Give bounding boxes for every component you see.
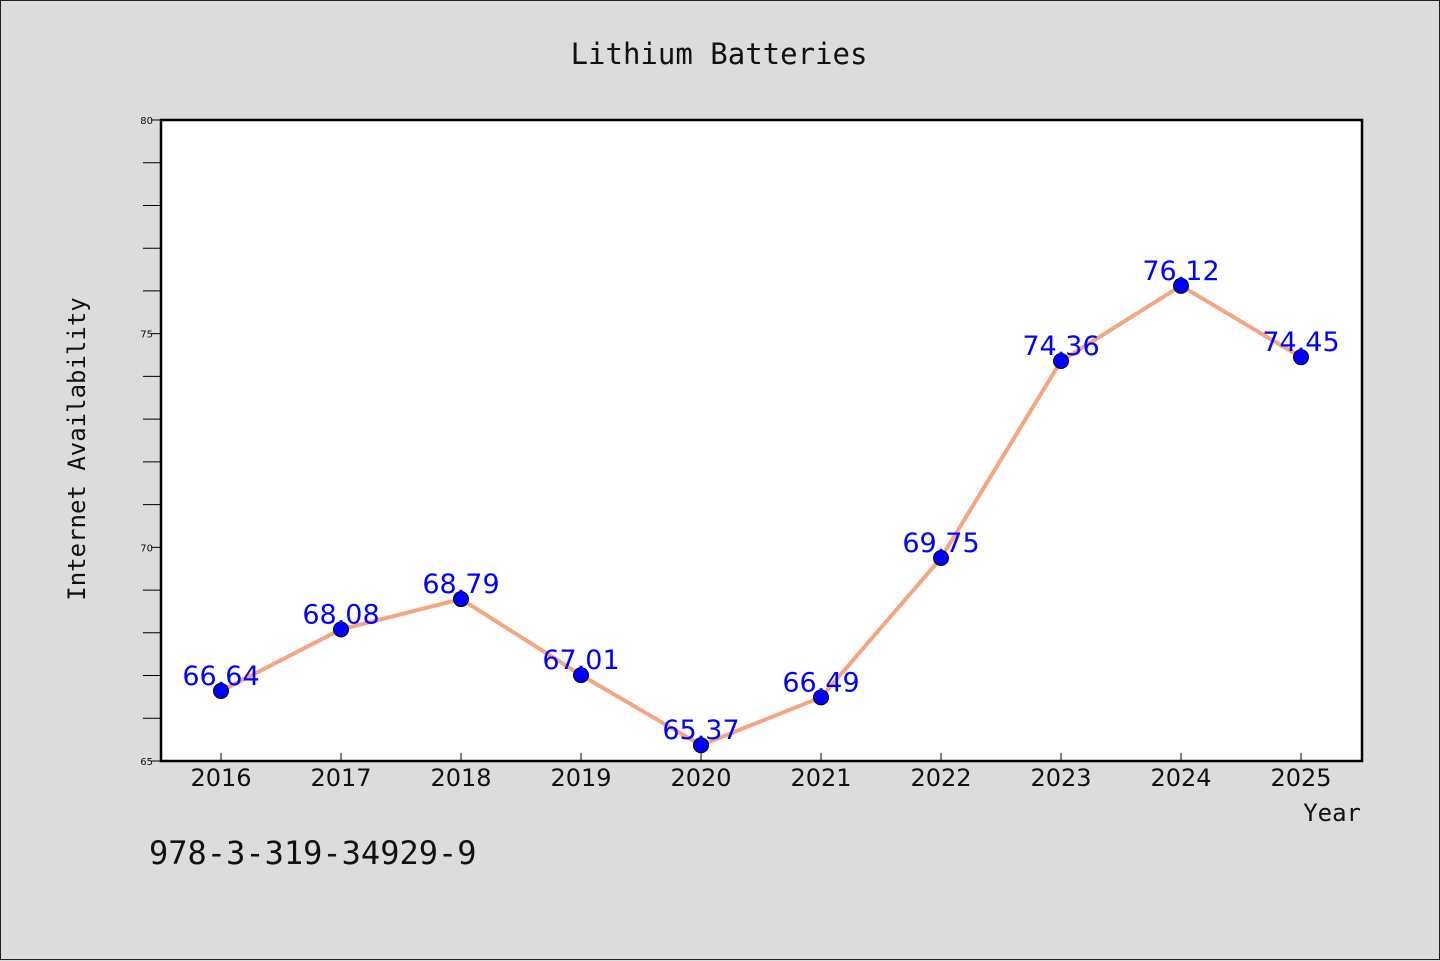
x-tick-label: 2020 [670, 764, 731, 792]
data-point [1053, 353, 1069, 370]
data-point [573, 667, 589, 684]
x-tick-label: 2021 [790, 764, 851, 792]
data-point [213, 682, 229, 699]
x-tick-label: 2017 [310, 764, 371, 792]
data-label: 69.75 [902, 528, 979, 559]
series-line [219, 283, 1303, 748]
x-tick-label: 2022 [910, 764, 971, 792]
isbn-footer: 978-3-319-34929-9 [149, 834, 477, 872]
x-tick-label: 2018 [430, 764, 491, 792]
data-label: 67.01 [542, 645, 619, 676]
data-label: 68.79 [422, 569, 499, 600]
data-point [333, 621, 349, 638]
data-point [933, 550, 949, 567]
data-point [1173, 277, 1189, 294]
data-label: 66.49 [782, 667, 859, 698]
data-point [813, 689, 829, 706]
data-point [453, 591, 469, 608]
y-axis: 65 70 75 80 [140, 116, 161, 768]
data-label: 66.64 [182, 661, 259, 692]
data-point [1293, 349, 1309, 366]
x-tick-label: 2016 [190, 764, 251, 792]
series-layer: 66.64 68.08 68.79 67.01 65.37 66.49 69.75 74.36… [182, 256, 1340, 754]
chart-title: Lithium Batteries [571, 37, 868, 71]
data-label: 74.45 [1262, 327, 1339, 358]
data-label: 74.36 [1022, 331, 1099, 362]
y-tick-label: 70 [140, 543, 153, 554]
plot-area [159, 118, 1364, 763]
x-tick-label: 2025 [1270, 764, 1331, 792]
data-label: 65.37 [662, 715, 739, 746]
x-tick-label: 2019 [550, 764, 611, 792]
y-tick-label: 65 [140, 757, 153, 768]
x-axis-label: Year [1303, 799, 1361, 827]
y-tick-label: 80 [140, 116, 153, 127]
y-axis-label: Internet Availability [63, 297, 91, 600]
y-tick-label: 75 [140, 330, 153, 341]
data-point [693, 737, 709, 754]
data-label: 76.12 [1142, 256, 1219, 287]
data-label: 68.08 [302, 599, 379, 630]
x-tick-label: 2024 [1150, 764, 1211, 792]
x-axis: 2016 2017 2018 2019 2020 2021 2022 2023 2024 2025 [190, 753, 1332, 792]
x-tick-label: 2023 [1030, 764, 1091, 792]
